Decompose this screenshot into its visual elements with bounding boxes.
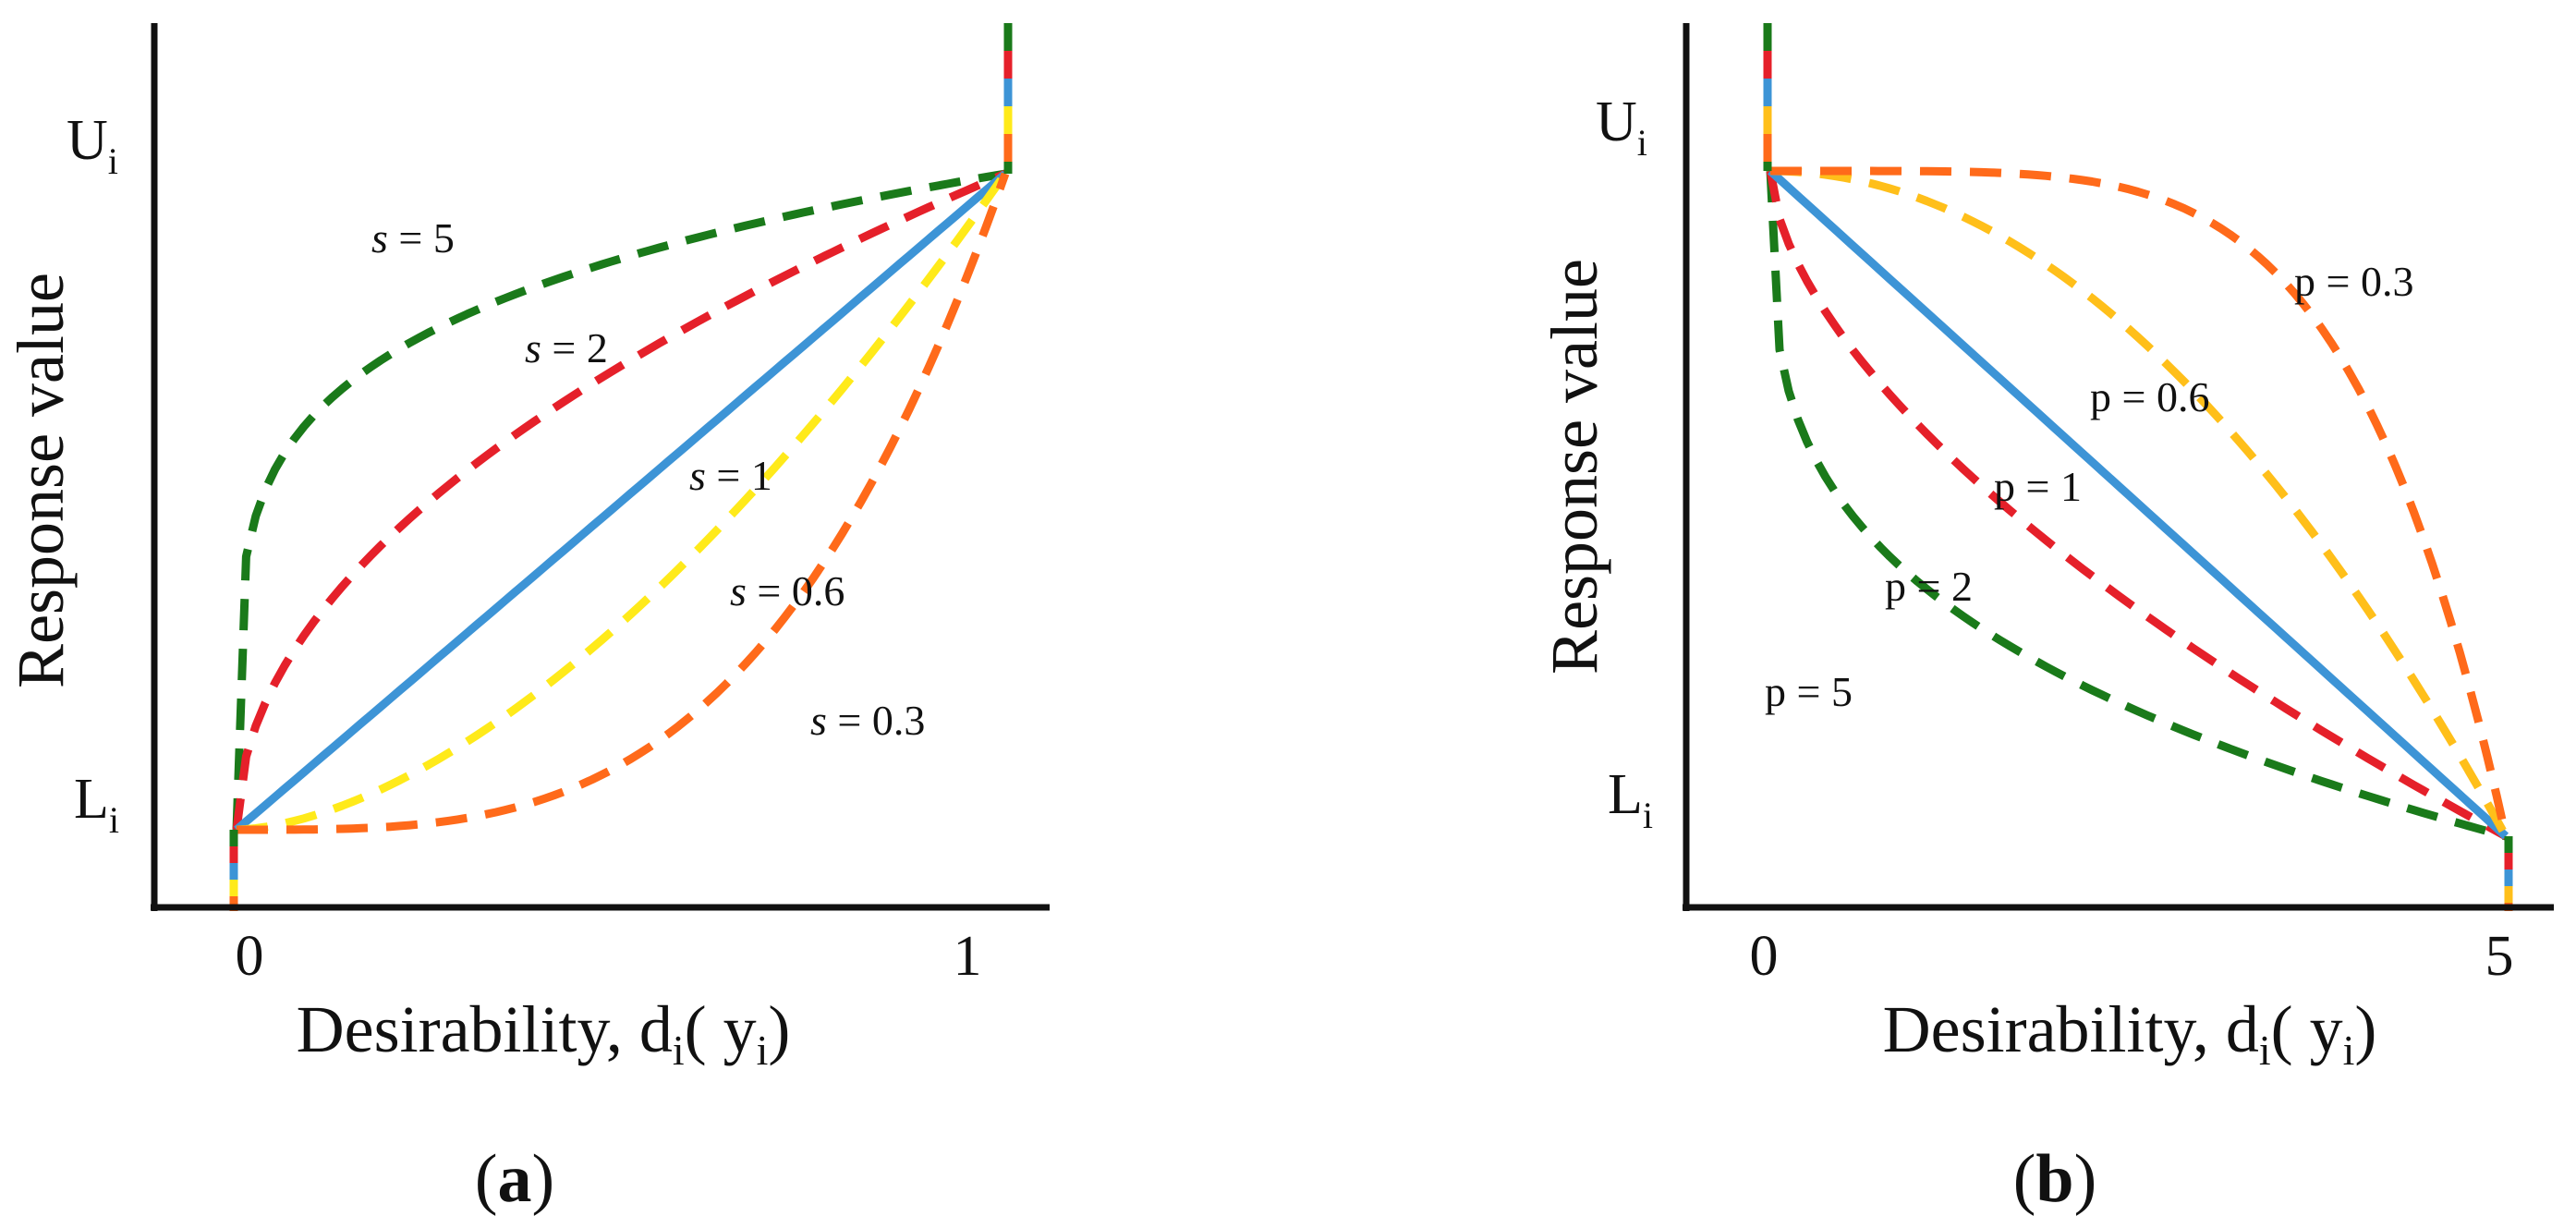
series-label-a-4-var: s [810, 697, 827, 744]
series-label-a-1-val: = 2 [541, 324, 608, 371]
y-tick-lower-a-sub: i [109, 799, 119, 841]
panel-label-a-close: ) [532, 1141, 555, 1217]
curve-a-2 [234, 170, 1008, 833]
panel-label-a: (a) [475, 1141, 554, 1217]
series-label-a-3-var: s [730, 567, 747, 614]
series-label-b-4: p = 5 [1765, 668, 1853, 715]
curves-a [229, 23, 1013, 911]
series-label-a-1: s = 2 [525, 324, 608, 371]
curve-b-4 [1770, 166, 2510, 837]
y-tick-lower-b-sub: i [1643, 795, 1653, 836]
curve-a-0 [232, 169, 1006, 831]
y-tick-upper-b-sub: i [1637, 122, 1647, 164]
panel-label-b: (b) [2013, 1141, 2096, 1217]
series-label-a-3-val: = 0.6 [747, 567, 844, 614]
series-label-a-4-val: = 0.3 [827, 697, 925, 744]
curve-a-4 [237, 172, 1010, 834]
y-tick-upper-a-main: U [67, 109, 108, 172]
panel-label-a-letter: a [498, 1141, 532, 1217]
series-label-a-3: s = 0.6 [730, 567, 844, 614]
y-axis-title-b: Response value [1537, 259, 1611, 675]
x-axis-title-b: Desirability, di( yi) [1883, 992, 2377, 1074]
series-label-a-2-var: s [689, 452, 706, 499]
x-axis-title-a-open: ( y [685, 992, 757, 1066]
x-tick-1-a: 1 [954, 925, 982, 988]
curve-a-3 [236, 171, 1009, 834]
series-label-b-0: p = 0.3 [2294, 258, 2413, 305]
x-axis-title-b-close: ) [2354, 992, 2376, 1066]
x-axis-title-a-main: Desirability, d [297, 992, 673, 1066]
series-label-a-1-var: s [525, 324, 541, 371]
x-axis-title-a: Desirability, di( yi) [297, 992, 791, 1074]
panel-label-b-close: ) [2074, 1141, 2097, 1217]
y-tick-lower-a-main: L [74, 768, 109, 831]
series-label-a-0-val: = 5 [388, 214, 455, 261]
y-tick-lower-b: Li [1608, 763, 1653, 836]
panel-label-b-letter: b [2035, 1141, 2073, 1217]
y-tick-upper-b-main: U [1596, 91, 1637, 153]
x-axis-title-a-sub2: i [757, 1027, 769, 1074]
x-axis-title-b-sub1: i [2259, 1027, 2271, 1074]
y-tick-lower-a: Li [74, 768, 119, 841]
panel-b: Ui Li 0 5 Response value Desirability, d… [1537, 23, 2554, 1217]
x-tick-0-a: 0 [236, 925, 264, 988]
curves-b [1763, 23, 2513, 911]
panel-label-a-open: ( [475, 1141, 498, 1217]
series-label-b-2: p = 1 [1994, 463, 2082, 510]
series-label-b-3: p = 2 [1885, 563, 1973, 610]
curve-b-2 [1767, 167, 2509, 840]
panel-label-b-open: ( [2013, 1141, 2036, 1217]
x-tick-1-b: 5 [2485, 925, 2514, 988]
x-tick-0-b: 0 [1750, 925, 1779, 988]
panel-a: Ui Li 0 1 Response value Desirability, d… [4, 23, 1050, 1217]
series-label-a-2-val: = 1 [706, 452, 772, 499]
curve-b-3 [1769, 166, 2509, 839]
series-label-a-0: s = 5 [371, 214, 455, 261]
series-label-b-1: p = 0.6 [2090, 373, 2209, 420]
curve-a-1 [232, 169, 1007, 831]
y-tick-upper-a: Ui [67, 109, 118, 182]
y-tick-upper-a-sub: i [108, 140, 118, 182]
x-axis-title-b-sub2: i [2343, 1027, 2355, 1074]
curve-b-1 [1766, 170, 2509, 840]
curve-b-0 [1766, 170, 2508, 841]
y-tick-upper-b: Ui [1596, 91, 1647, 164]
x-axis-title-a-close: ) [768, 992, 790, 1066]
series-label-a-0-var: s [371, 214, 388, 261]
series-label-a-2: s = 1 [689, 452, 772, 499]
y-tick-lower-b-main: L [1608, 763, 1643, 826]
series-label-a-4: s = 0.3 [810, 697, 925, 744]
x-axis-title-b-open: ( y [2271, 992, 2343, 1066]
x-axis-title-b-main: Desirability, d [1883, 992, 2259, 1066]
x-axis-title-a-sub1: i [673, 1027, 685, 1074]
y-axis-title-a: Response value [4, 273, 78, 688]
